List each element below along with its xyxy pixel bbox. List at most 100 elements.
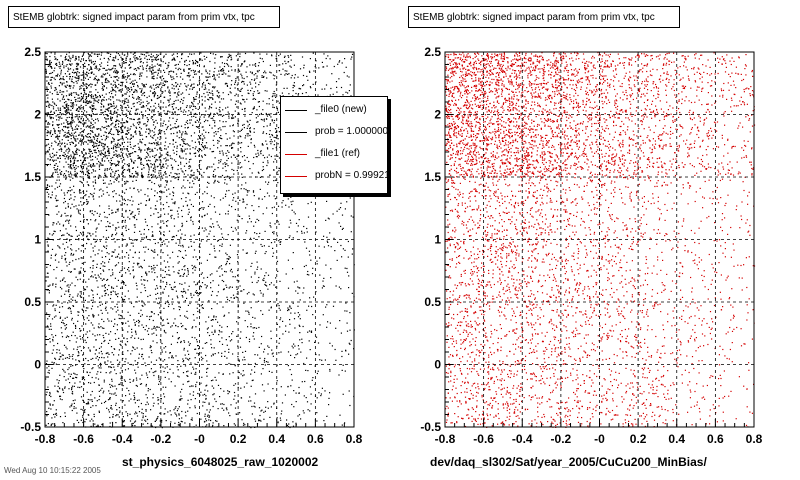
- data-point: [295, 92, 297, 95]
- data-point: [109, 392, 111, 395]
- data-point: [226, 85, 229, 87]
- data-point: [102, 149, 104, 151]
- data-point: [147, 154, 150, 156]
- data-point: [117, 109, 119, 111]
- data-point: [78, 354, 80, 356]
- data-point: [155, 139, 157, 141]
- data-point: [186, 133, 188, 135]
- data-point: [127, 99, 129, 101]
- data-point: [80, 296, 83, 298]
- data-point: [62, 60, 64, 63]
- data-point: [181, 54, 183, 56]
- data-point: [64, 73, 66, 75]
- data-point: [121, 322, 123, 324]
- data-point: [81, 163, 83, 165]
- data-point: [67, 215, 69, 217]
- data-point: [216, 95, 218, 97]
- data-point: [255, 156, 257, 158]
- data-point: [85, 341, 87, 344]
- data-point: [122, 81, 124, 83]
- data-point: [266, 156, 268, 158]
- data-point: [269, 71, 271, 73]
- data-point: [78, 110, 80, 112]
- data-point: [251, 379, 253, 382]
- data-point: [158, 64, 160, 66]
- data-point: [234, 365, 236, 367]
- data-point: [133, 125, 135, 127]
- data-point: [126, 148, 128, 150]
- data-point: [67, 70, 69, 72]
- data-point: [116, 154, 118, 156]
- data-point: [209, 148, 211, 150]
- data-point: [71, 81, 73, 83]
- data-point: [253, 91, 255, 93]
- data-point: [134, 113, 136, 115]
- data-point: [230, 404, 232, 406]
- data-point: [86, 101, 88, 103]
- data-point: [153, 71, 155, 74]
- data-point: [88, 140, 90, 142]
- data-point: [101, 159, 103, 161]
- data-point: [59, 238, 61, 240]
- data-point: [180, 68, 182, 70]
- data-point: [96, 143, 98, 145]
- data-point: [165, 286, 167, 288]
- data-point: [126, 149, 128, 151]
- data-point: [112, 308, 114, 310]
- data-point: [46, 411, 48, 413]
- data-point: [255, 117, 257, 119]
- data-point: [127, 89, 129, 91]
- data-point: [139, 121, 141, 123]
- data-point: [234, 116, 236, 118]
- data-point: [91, 94, 93, 96]
- data-point: [112, 96, 114, 98]
- data-point: [84, 160, 86, 162]
- data-point: [227, 150, 229, 152]
- data-point: [85, 104, 87, 106]
- data-point: [71, 235, 73, 237]
- data-point: [75, 58, 77, 60]
- data-point: [351, 56, 353, 58]
- data-point: [145, 136, 147, 138]
- data-point: [119, 54, 121, 56]
- data-point: [148, 58, 150, 60]
- data-point: [118, 146, 120, 148]
- data-point: [143, 167, 145, 169]
- data-point: [65, 290, 67, 292]
- data-point: [151, 59, 153, 61]
- data-point: [189, 407, 191, 409]
- data-point: [276, 134, 278, 136]
- data-point: [182, 185, 184, 187]
- data-point: [73, 161, 75, 163]
- data-point: [155, 87, 157, 89]
- data-point: [158, 69, 160, 72]
- data-point: [45, 52, 47, 54]
- data-point: [164, 112, 166, 115]
- data-point: [185, 143, 187, 145]
- data-point: [184, 64, 186, 66]
- data-point: [75, 138, 77, 140]
- data-point: [56, 223, 58, 225]
- data-point: [190, 217, 192, 219]
- data-point: [122, 167, 124, 169]
- data-point: [212, 53, 214, 55]
- data-point: [227, 111, 229, 113]
- data-point: [110, 164, 112, 166]
- data-point: [181, 410, 183, 413]
- data-point: [185, 121, 187, 123]
- data-point: [98, 174, 100, 176]
- data-point: [253, 79, 255, 81]
- data-point: [67, 98, 69, 100]
- data-point: [94, 135, 96, 137]
- data-point: [212, 319, 214, 321]
- data-point: [80, 329, 82, 332]
- data-point: [128, 64, 131, 66]
- data-point: [131, 204, 133, 206]
- data-point: [191, 417, 193, 419]
- data-point: [120, 128, 122, 130]
- data-point: [163, 260, 165, 262]
- data-point: [80, 138, 82, 140]
- data-point: [199, 79, 201, 81]
- data-point: [300, 418, 302, 420]
- data-point: [97, 101, 99, 104]
